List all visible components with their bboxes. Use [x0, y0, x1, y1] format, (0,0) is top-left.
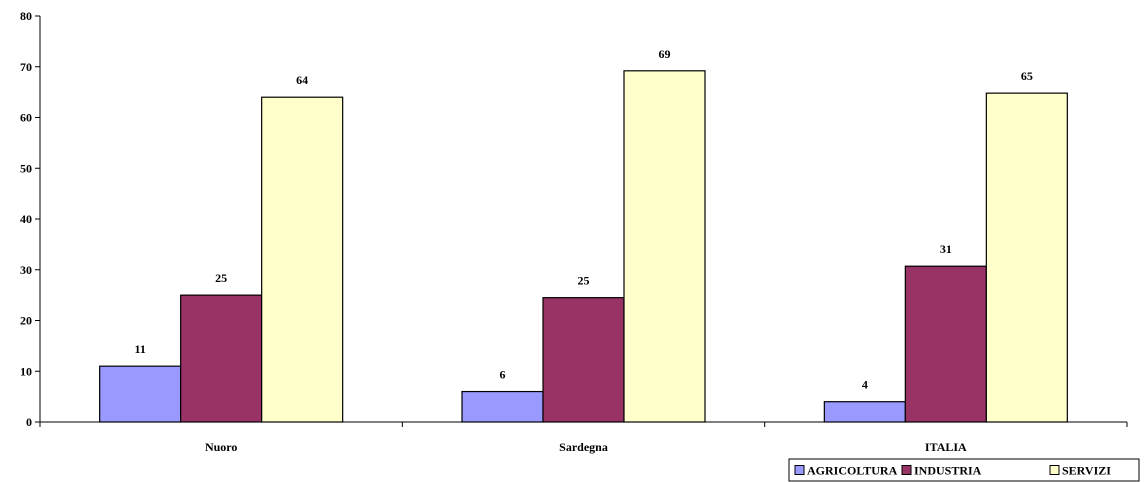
y-tick-label: 10	[20, 364, 32, 378]
data-label: 11	[134, 342, 145, 356]
bar-servizi-italia	[985, 92, 1068, 423]
bar-agricoltura-italia	[823, 401, 906, 423]
data-label: 64	[296, 73, 308, 87]
data-label: 31	[940, 242, 952, 256]
data-label: 65	[1021, 69, 1033, 83]
data-label: 25	[578, 274, 590, 288]
bar-servizi-nuoro	[261, 96, 344, 423]
legend-box	[788, 458, 1140, 482]
data-label: 6	[500, 368, 506, 382]
bar-industria-nuoro	[180, 294, 263, 423]
x-category-label: ITALIA	[925, 440, 967, 454]
y-tick-label: 50	[20, 161, 32, 175]
y-tick-label: 40	[20, 212, 32, 226]
y-tick-label: 30	[20, 263, 32, 277]
legend-label: SERVIZI	[1062, 464, 1111, 478]
legend-swatch-agricoltura	[794, 465, 805, 475]
bar-servizi-sardegna	[623, 70, 706, 423]
y-tick-label: 80	[20, 9, 32, 23]
y-tick-label: 0	[26, 415, 32, 429]
bar-industria-sardegna	[542, 297, 625, 423]
y-tick-label: 60	[20, 111, 32, 125]
bar-agricoltura-nuoro	[99, 365, 182, 423]
y-axis: 0 10 20 30 40 50 60 70 80	[20, 9, 41, 429]
x-axis: Nuoro Sardegna ITALIA	[39, 421, 1128, 454]
bar-industria-italia	[904, 265, 987, 423]
data-label: 4	[862, 378, 868, 392]
legend-label: AGRICOLTURA	[807, 464, 898, 478]
bars	[99, 70, 1068, 423]
bar-agricoltura-sardegna	[461, 390, 544, 423]
data-labels: 11 25 64 6 25 69 4 31 65	[134, 47, 1032, 392]
x-category-label: Nuoro	[205, 440, 237, 454]
legend-label: INDUSTRIA	[914, 464, 982, 478]
y-tick-label: 70	[20, 60, 32, 74]
legend: AGRICOLTURA INDUSTRIA SERVIZI	[788, 458, 1140, 482]
x-category-label: Sardegna	[559, 440, 608, 454]
legend-swatch-servizi	[1049, 465, 1060, 475]
data-label: 25	[215, 271, 227, 285]
y-tick-label: 20	[20, 314, 32, 328]
data-label: 69	[659, 47, 671, 61]
legend-swatch-industria	[901, 465, 912, 475]
